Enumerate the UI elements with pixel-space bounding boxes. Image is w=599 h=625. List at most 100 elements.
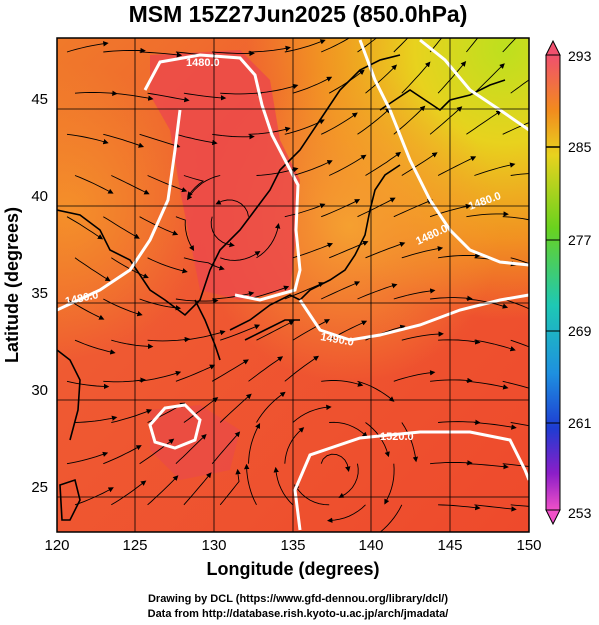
contour-southeast [293, 430, 529, 531]
streamline [321, 380, 364, 387]
x-tick-label: 125 [122, 537, 147, 554]
x-tick-label: 135 [280, 537, 305, 554]
streamline [466, 380, 509, 390]
streamline [103, 298, 143, 317]
colorbar: 293 285 277 269 261 253 [545, 39, 592, 526]
colorbar-tick-label: 269 [568, 323, 592, 339]
streamline [66, 133, 109, 145]
streamline [220, 250, 261, 261]
streamline [284, 355, 320, 382]
streamline [139, 370, 182, 382]
streamline [175, 434, 207, 465]
streamline [256, 391, 286, 423]
streamline [438, 252, 481, 259]
streamline [111, 257, 149, 279]
streamline [429, 106, 463, 135]
cool-red-region-south [150, 405, 240, 480]
streamline [357, 107, 391, 135]
streamline [510, 173, 529, 176]
streamline [294, 484, 330, 506]
streamline [429, 203, 472, 218]
streamline [175, 133, 218, 146]
colorbar-scale [545, 54, 561, 511]
colorbar-tick-label: 293 [568, 48, 592, 64]
streamline [321, 199, 361, 218]
colorbar-top-arrow [545, 39, 561, 56]
y-tick-label: 35 [31, 285, 48, 302]
streamline [466, 38, 479, 53]
contour-label-5: 1490.0 [319, 331, 354, 349]
streamline [438, 504, 481, 511]
streamline [74, 90, 118, 96]
streamline [327, 504, 366, 523]
y-axis-title: Latitude (degrees) [2, 207, 22, 363]
streamline [183, 257, 225, 271]
streamline [502, 380, 529, 389]
streamline [357, 380, 395, 402]
streamline [111, 480, 147, 506]
streamline [183, 472, 212, 506]
streamline [273, 466, 294, 506]
contour-mid [298, 293, 529, 342]
streamline [248, 45, 291, 53]
credit-line-2: Data from http://database.rish.kyoto-u.a… [148, 608, 449, 620]
chart-title: MSM 15Z27Jun2025 (850.0hPa) [129, 1, 468, 27]
streamline [438, 419, 481, 425]
contours [57, 38, 529, 531]
streamline [510, 422, 529, 427]
x-tick-label: 120 [44, 537, 69, 554]
streamline [292, 160, 333, 176]
streamline [329, 421, 368, 438]
streamline [111, 339, 154, 350]
streamline [401, 246, 444, 259]
streamline [393, 288, 436, 300]
x-axis-ticks: 120 125 130 135 140 145 150 [44, 537, 541, 554]
streamline [212, 291, 255, 300]
contour-northeast [358, 39, 529, 267]
streamline [393, 38, 409, 53]
contour-north-closed [143, 53, 302, 302]
streamline [248, 423, 261, 464]
streamline [244, 463, 257, 506]
streamline [329, 154, 367, 176]
streamline [338, 463, 359, 498]
streamline [256, 320, 295, 341]
plot-frame [56, 37, 530, 533]
streamline [502, 216, 529, 221]
streamline [474, 504, 517, 512]
streamline [211, 359, 249, 382]
streamline [111, 92, 154, 101]
streamline [393, 370, 436, 382]
contour-northeast-upper [419, 38, 529, 132]
streamline [139, 133, 181, 149]
y-tick-label: 30 [31, 382, 48, 399]
streamline [210, 216, 235, 248]
streamline [401, 422, 419, 463]
colorbar-tick-label: 253 [568, 505, 592, 521]
streamline [111, 409, 153, 423]
streamline [284, 427, 305, 464]
y-tick-label: 25 [31, 479, 48, 496]
streamline [175, 216, 195, 252]
y-axis-ticks: 25 30 35 40 45 [31, 91, 48, 496]
streamline [284, 203, 326, 218]
streamline [74, 339, 116, 355]
x-tick-label: 130 [201, 537, 226, 554]
streamline [66, 216, 104, 240]
streamline [66, 380, 110, 390]
streamline [256, 83, 299, 94]
streamline [74, 487, 114, 506]
streamline [384, 463, 395, 505]
streamline [510, 504, 529, 507]
streamline [510, 79, 529, 94]
cool-red-region-north [150, 50, 300, 300]
streamline [357, 283, 398, 300]
streamline [320, 453, 351, 472]
streamline [284, 282, 325, 300]
streamline [212, 133, 255, 140]
contour-label-1: 1480.0 [186, 57, 220, 69]
streamline [401, 331, 444, 341]
streamline [256, 223, 281, 259]
streamline [437, 61, 467, 94]
streamline [183, 175, 205, 198]
